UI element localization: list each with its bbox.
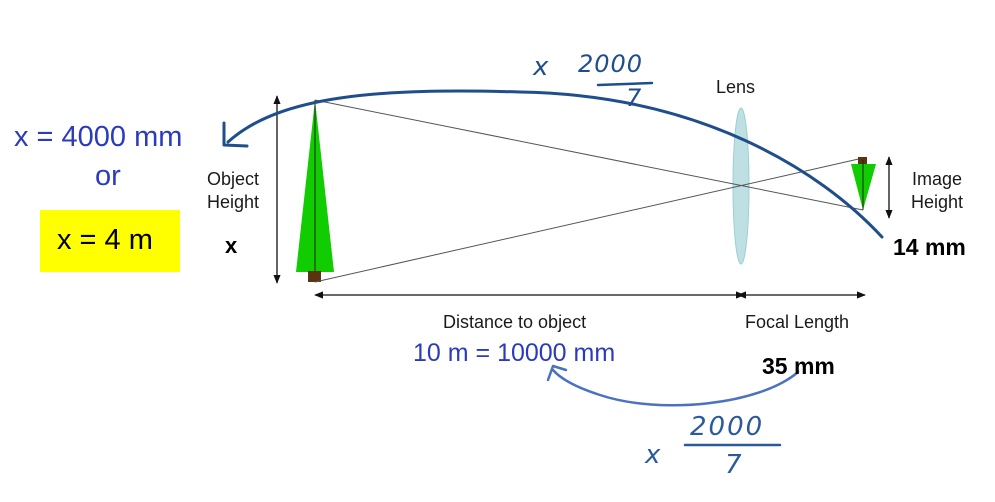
focal-length-value: 35 mm xyxy=(762,353,835,379)
fraction-bar-top xyxy=(596,81,654,87)
scale-up-arc-bottom xyxy=(551,368,800,407)
handwritten-times-top: x xyxy=(533,52,549,82)
handwritten-denominator-top: 7 xyxy=(626,84,642,112)
image-height-label-2: Height xyxy=(910,192,964,212)
answer-or: or xyxy=(95,160,121,192)
ray-top-to-image-bottom xyxy=(314,99,864,211)
handwritten-numerator-bottom: 2000 xyxy=(690,412,765,442)
scale-up-arc-top-arrowhead xyxy=(222,121,249,148)
ray-bottom-to-image-top xyxy=(314,157,864,283)
focal-length-label: Focal Length xyxy=(745,312,850,332)
object-height-variable: x xyxy=(225,233,238,258)
lens-label: Lens xyxy=(716,77,756,97)
object-height-label-2: Height xyxy=(206,192,260,212)
answer-boxed: x = 4 m xyxy=(57,224,153,256)
handwritten-times-bottom: x xyxy=(645,440,661,470)
distance-label: Distance to object xyxy=(443,312,587,332)
handwritten-denominator-bottom: 7 xyxy=(725,450,742,480)
object-tree-trunk xyxy=(308,271,321,282)
scale-up-arc-top xyxy=(226,89,884,239)
image-height-label-1: Image xyxy=(911,169,963,189)
scale-up-arc-bottom-arrowhead xyxy=(546,364,568,382)
handwritten-numerator-top: 2000 xyxy=(578,50,644,78)
answer-line-1: x = 4000 mm xyxy=(14,121,183,153)
distance-value: 10 m = 10000 mm xyxy=(413,339,616,367)
image-height-value: 14 mm xyxy=(893,234,966,260)
answer-highlight-box xyxy=(40,210,180,272)
object-height-label-1: Object xyxy=(206,169,260,189)
